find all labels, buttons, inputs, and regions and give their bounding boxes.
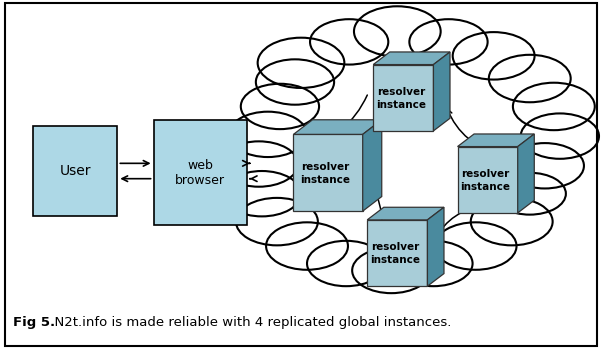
Text: resolver
instance: resolver instance [460,169,510,192]
Ellipse shape [223,14,596,288]
Circle shape [453,32,535,80]
Polygon shape [458,134,535,147]
Circle shape [258,38,344,88]
Circle shape [352,248,430,293]
Text: Fig 5.: Fig 5. [13,316,55,329]
Text: resolver
instance: resolver instance [376,87,426,110]
Circle shape [236,198,318,245]
Polygon shape [293,134,362,211]
Text: User: User [60,164,91,178]
Circle shape [394,241,473,286]
Polygon shape [433,52,450,131]
Polygon shape [427,207,444,286]
Circle shape [266,222,348,270]
Text: resolver
instance: resolver instance [370,243,420,265]
Polygon shape [373,52,450,65]
Circle shape [307,241,385,286]
Text: N2t.info is made reliable with 4 replicated global instances.: N2t.info is made reliable with 4 replica… [46,316,452,329]
Circle shape [494,173,566,215]
Circle shape [310,19,388,65]
Polygon shape [373,65,433,131]
Circle shape [489,55,571,102]
Polygon shape [293,120,382,134]
Polygon shape [518,134,535,213]
FancyBboxPatch shape [154,120,247,225]
Text: resolver
instance: resolver instance [300,162,350,185]
Text: web
browser: web browser [175,159,225,187]
Circle shape [229,112,307,157]
Circle shape [435,222,517,270]
Circle shape [354,6,441,57]
Polygon shape [458,147,518,213]
Circle shape [513,83,595,130]
Polygon shape [362,120,382,211]
Circle shape [409,19,488,65]
Circle shape [241,84,319,129]
Polygon shape [367,207,444,220]
Circle shape [471,198,553,245]
Circle shape [256,59,334,105]
Circle shape [220,141,298,187]
Circle shape [521,113,599,159]
Circle shape [223,171,301,216]
Polygon shape [367,220,427,286]
FancyBboxPatch shape [33,126,117,216]
Circle shape [506,143,584,188]
